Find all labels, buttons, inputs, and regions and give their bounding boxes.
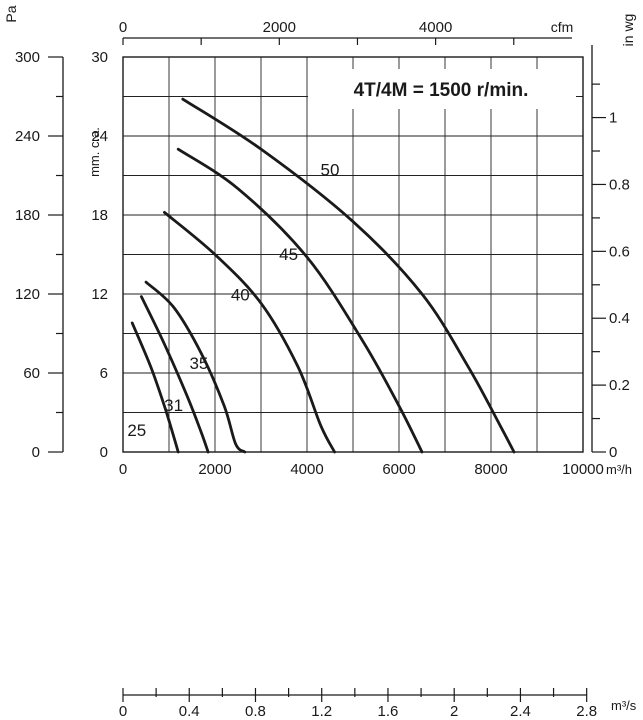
m3s-tick-label: 0.4 [179, 703, 200, 720]
pa-tick-label: 120 [15, 286, 40, 303]
title-box [308, 69, 576, 109]
x-tick-label: 2000 [198, 461, 231, 478]
y-tick-label: 12 [91, 286, 108, 303]
grid [123, 57, 583, 452]
m3s-tick-label: 2 [450, 703, 458, 720]
m3s-tick-label: 2.4 [510, 703, 531, 720]
pa-tick-label: 300 [15, 49, 40, 66]
m3s-tick-label: 1.6 [378, 703, 399, 720]
y-tick-label: 0 [100, 444, 108, 461]
x-tick-label: 8000 [474, 461, 507, 478]
fan-curve-50 [181, 97, 516, 454]
axes: 0 2000 4000 6000 8000 10000 m³/h0612182430mm. … [3, 5, 637, 720]
inwg-tick-label: 0 [609, 444, 617, 461]
m3s-tick-label: 0 [119, 703, 127, 720]
fan-curve-45 [176, 147, 424, 454]
m3s-tick-label: 0.8 [245, 703, 266, 720]
curves: 25 31 35 40 45 50 [127, 97, 516, 454]
chart-title: 4T/4M = 1500 r/min. [354, 80, 529, 101]
cfm-tick-label: 0 [119, 19, 127, 36]
curve-label-50: 50 [321, 161, 340, 180]
fan-curve-25 [130, 321, 180, 454]
y-axis-unit-primary: mm. c.a. [87, 127, 102, 177]
inwg-axis-unit: in wg [620, 14, 636, 47]
curve-label-40: 40 [231, 286, 250, 305]
inwg-tick-label: 0.4 [609, 310, 630, 327]
y-tick-label: 24 [91, 128, 108, 145]
m3s-tick-label: 2.8 [576, 703, 597, 720]
x-tick-label: 4000 [290, 461, 323, 478]
pa-axis-unit: Pa [3, 5, 19, 22]
cfm-tick-label: 4000 [419, 19, 452, 36]
curve-label-25: 25 [127, 421, 146, 440]
y-tick-label: 6 [100, 365, 108, 382]
m3s-axis-unit: m³/s [611, 698, 637, 713]
m3s-tick-label: 1.2 [311, 703, 332, 720]
inwg-tick-label: 0.8 [609, 176, 630, 193]
pa-tick-label: 0 [32, 444, 40, 461]
curve-label-35: 35 [189, 354, 208, 373]
cfm-axis-unit: cfm [551, 19, 574, 35]
cfm-tick-label: 2000 [263, 19, 296, 36]
curve-label-45: 45 [279, 245, 298, 264]
inwg-tick-label: 1 [609, 110, 617, 127]
fan-curve-31 [140, 295, 210, 454]
pa-tick-label: 60 [23, 365, 40, 382]
x-tick-label: 0 [119, 461, 127, 478]
x-tick-label: 6000 [382, 461, 415, 478]
inwg-tick-label: 0.6 [609, 243, 630, 260]
y-tick-label: 30 [91, 49, 108, 66]
y-tick-label: 18 [91, 207, 108, 224]
fan-curve-35 [144, 280, 247, 454]
fan-curve-40 [163, 210, 336, 454]
inwg-tick-label: 0.2 [609, 377, 630, 394]
x-tick-label: 10000 [562, 461, 604, 478]
pa-tick-label: 180 [15, 207, 40, 224]
curve-label-31: 31 [164, 396, 183, 415]
plot-frame [122, 56, 584, 453]
pa-tick-label: 240 [15, 128, 40, 145]
x-axis-unit-primary: m³/h [606, 462, 632, 477]
